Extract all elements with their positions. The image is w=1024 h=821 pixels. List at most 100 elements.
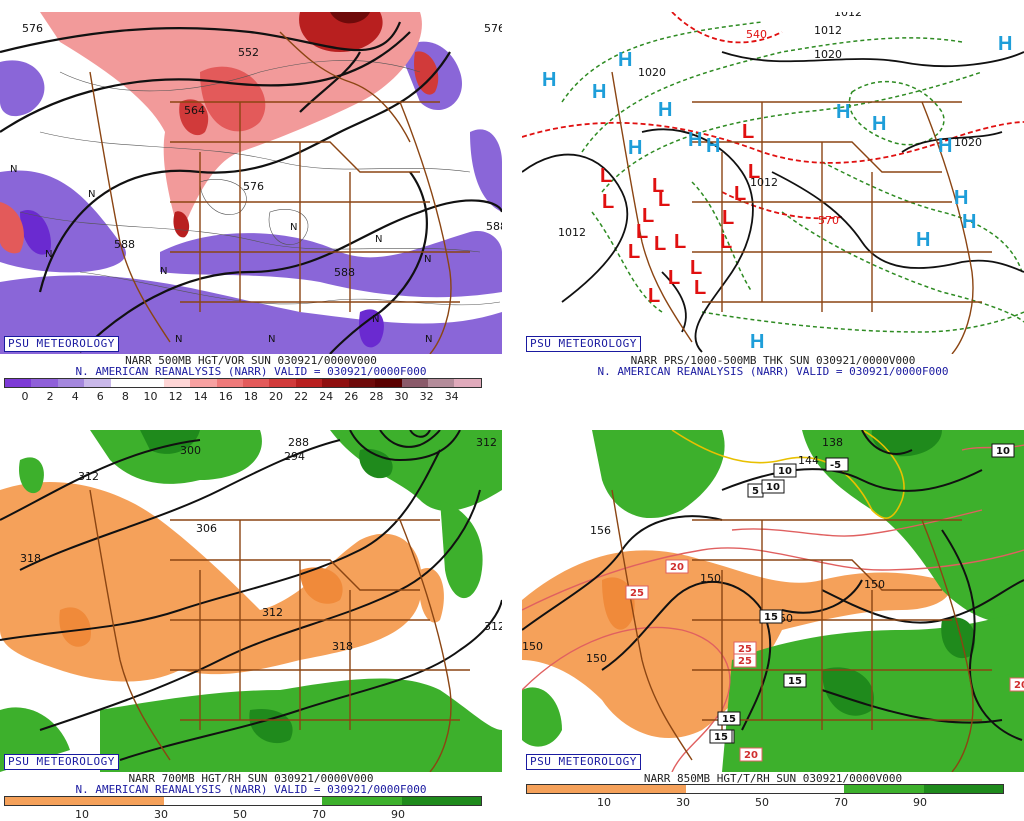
high-pressure-symbol: H: [706, 135, 720, 157]
low-pressure-symbol: L: [648, 285, 660, 307]
svg-text:20: 20: [744, 750, 758, 761]
panel-subtitle: N. AMERICAN REANALYSIS (NARR) VALID = 03…: [75, 365, 427, 378]
rh-color-legend: [4, 796, 482, 806]
svg-text:15: 15: [764, 612, 778, 623]
legend-tick-label: 22: [294, 390, 309, 403]
low-pressure-symbol: L: [636, 221, 648, 243]
legend-tick-label: 10: [75, 808, 89, 821]
high-pressure-symbol: H: [658, 99, 672, 121]
map-850mb: 138 144 156 150 150 150 150 150 1010-551…: [522, 430, 1024, 772]
map-500mb: 576 552 564 576 588 588 576 588 N N N N …: [0, 12, 502, 354]
legend-swatch: [5, 797, 85, 805]
temperature-label: 25: [733, 653, 757, 668]
legend-tick-label: 50: [233, 808, 247, 821]
temperature-label: 10: [773, 463, 797, 478]
high-pressure-symbol: H: [750, 331, 764, 353]
temperature-label: 5: [747, 483, 764, 498]
legend-swatch: [295, 379, 323, 387]
legend-tick-label: 8: [121, 390, 129, 403]
vort-min-symbol: N: [88, 189, 95, 200]
low-pressure-symbol: L: [694, 277, 706, 299]
legend-tick-label: 20: [269, 390, 283, 403]
rh700-field: 312 300 288 294 306 312 318 312 318 312: [0, 430, 502, 772]
svg-text:10: 10: [778, 466, 792, 477]
legend-swatch: [844, 785, 924, 793]
isobar-label: 1020: [814, 48, 842, 61]
legend-tick-label: 34: [444, 390, 459, 403]
panel-700mb-rh: 312 300 288 294 306 312 318 312 318 312 …: [0, 430, 502, 821]
legend-swatch: [454, 379, 481, 387]
legend-swatch: [163, 379, 191, 387]
contour-label: 552: [238, 46, 259, 59]
contour-label: 312: [262, 606, 283, 619]
temperature-label: 20: [1009, 677, 1024, 692]
legend-tick-label: 14: [193, 390, 208, 403]
low-pressure-symbol: L: [602, 191, 614, 213]
legend-tick-label: 70: [834, 796, 848, 809]
vort-min-symbol: N: [45, 249, 52, 260]
legend-tick-label: 50: [755, 796, 769, 809]
legend-swatch: [375, 379, 402, 387]
temperature-label: 15: [783, 673, 807, 688]
legend-tick-label: 26: [344, 390, 359, 403]
contour-label: 576: [243, 180, 264, 193]
vort-min-symbol: N: [375, 234, 382, 245]
legend-tick-label: 32: [419, 390, 434, 403]
legend-swatch: [322, 379, 349, 387]
svg-text:-5: -5: [830, 460, 841, 471]
panel-pressure-thickness: 1012 1020 1020 540 1012 1012 1020 570 10…: [522, 12, 1024, 402]
isobar-label: 1012: [558, 226, 586, 239]
legend-tick-label: 90: [391, 808, 405, 821]
vorticity-field: 576 552 564 576 588 588 576 588 N N N N …: [0, 12, 502, 354]
psu-badge: PSU METEOROLOGY: [526, 754, 641, 770]
legend-tick-label: 10: [143, 390, 158, 403]
pressure-field: 1012 1020 1020 540 1012 1012 1020 570 10…: [522, 12, 1024, 354]
contour-label: 588: [114, 238, 135, 251]
low-pressure-symbol: L: [690, 257, 702, 279]
legend-swatch: [163, 797, 243, 805]
rh850-field: 138 144 156 150 150 150 150 150 1010-551…: [522, 430, 1024, 772]
legend-tick-label: 18: [243, 390, 258, 403]
vort-min-symbol: N: [424, 254, 431, 265]
low-pressure-symbol: L: [658, 189, 670, 211]
svg-text:20: 20: [1014, 680, 1024, 691]
legend-tick-label: 4: [71, 390, 79, 403]
svg-text:15: 15: [722, 714, 736, 725]
contour-label: 150: [522, 640, 543, 653]
legend-swatch: [84, 379, 111, 387]
low-pressure-symbol: L: [674, 231, 686, 253]
svg-text:5: 5: [752, 486, 759, 497]
isobar-label: 1012: [834, 12, 862, 19]
temperature-label: 20: [739, 747, 763, 762]
high-pressure-symbol: H: [916, 229, 930, 251]
temperature-label: -5: [825, 457, 849, 472]
legend-swatch: [428, 379, 455, 387]
contour-label: 156: [590, 524, 611, 537]
low-pressure-symbol: L: [748, 161, 760, 183]
high-pressure-symbol: H: [962, 211, 976, 233]
low-pressure-symbol: L: [642, 205, 654, 227]
vort-min-symbol: N: [160, 266, 167, 277]
high-pressure-symbol: H: [688, 129, 702, 151]
contour-label: 318: [20, 552, 41, 565]
isobar-label: 1012: [814, 24, 842, 37]
low-pressure-symbol: L: [734, 183, 746, 205]
contour-label: 138: [822, 436, 843, 449]
rh850-color-legend: [526, 784, 1004, 794]
high-pressure-symbol: H: [872, 113, 886, 135]
panel-title: NARR 850MB HGT/T/RH SUN 030921/0000V000: [643, 772, 903, 785]
panel-title: NARR 700MB HGT/RH SUN 030921/0000V000: [128, 772, 374, 785]
legend-swatch: [923, 785, 1003, 793]
legend-swatch: [606, 785, 686, 793]
vort-min-symbol: N: [425, 334, 432, 345]
contour-label: 300: [180, 444, 201, 457]
svg-text:10: 10: [996, 446, 1010, 457]
contour-label: 312: [476, 436, 497, 449]
vorticity-color-legend: [4, 378, 482, 388]
vort-min-symbol: N: [372, 314, 379, 325]
map-pressure: 1012 1020 1020 540 1012 1012 1020 570 10…: [522, 12, 1024, 354]
low-pressure-symbol: L: [668, 267, 680, 289]
legend-swatch: [348, 379, 376, 387]
svg-text:25: 25: [738, 656, 752, 667]
